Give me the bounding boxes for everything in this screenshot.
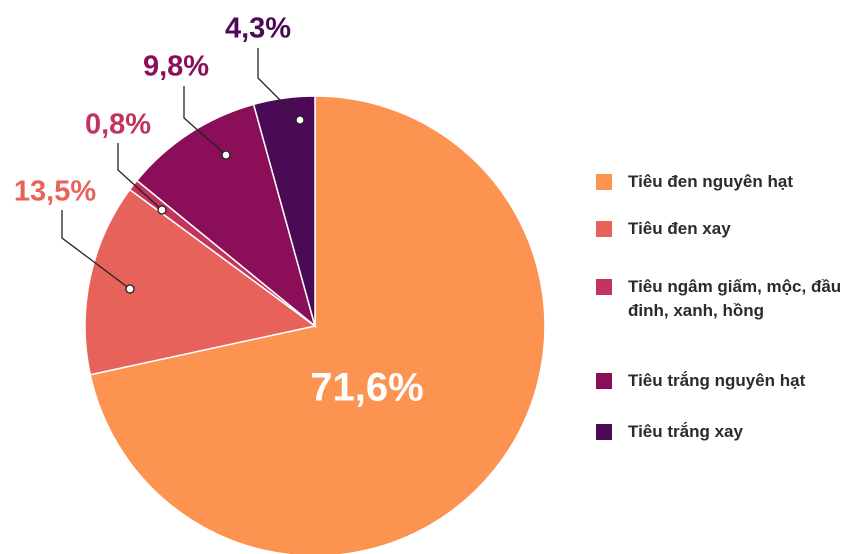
leader-dot <box>295 115 305 125</box>
slice-label: 0,8% <box>85 109 151 141</box>
leader-dot <box>157 205 167 215</box>
legend-swatch <box>596 279 612 295</box>
pie-slice <box>89 95 546 554</box>
legend-swatch <box>596 174 612 190</box>
legend-label: Tiêu đen nguyên hạt <box>628 172 793 191</box>
legend-swatch <box>596 221 612 237</box>
legend-label: Tiêu đen xay <box>628 219 731 238</box>
legend-item: Tiêu ngâm giấm, mộc, đầu đinh, xanh, hồn… <box>596 275 846 323</box>
legend-swatch <box>596 424 612 440</box>
leader-dot <box>221 150 231 160</box>
leader-line <box>117 143 163 211</box>
legend-swatch <box>596 373 612 389</box>
legend-label: Tiêu trắng xay <box>628 422 743 441</box>
slice-label: 13,5% <box>14 176 96 208</box>
legend-item: Tiêu đen nguyên hạt <box>596 170 846 194</box>
legend-label: Tiêu trắng nguyên hạt <box>628 371 806 390</box>
leader-dot <box>125 284 135 294</box>
legend-label: Tiêu ngâm giấm, mộc, đầu đinh, xanh, hồn… <box>628 277 842 320</box>
pie-slice <box>135 103 317 329</box>
legend-item: Tiêu đen xay <box>596 217 846 241</box>
slice-label: 4,3% <box>225 13 291 45</box>
pie-slice <box>84 188 317 376</box>
slice-label: 9,8% <box>143 51 209 83</box>
legend-item: Tiêu trắng nguyên hạt <box>596 369 846 393</box>
leader-line <box>183 86 227 156</box>
leader-line <box>61 210 131 290</box>
leader-line <box>257 48 301 121</box>
pie-slice <box>252 95 316 327</box>
slice-label: 71,6% <box>310 366 423 410</box>
legend-item: Tiêu trắng xay <box>596 420 846 444</box>
